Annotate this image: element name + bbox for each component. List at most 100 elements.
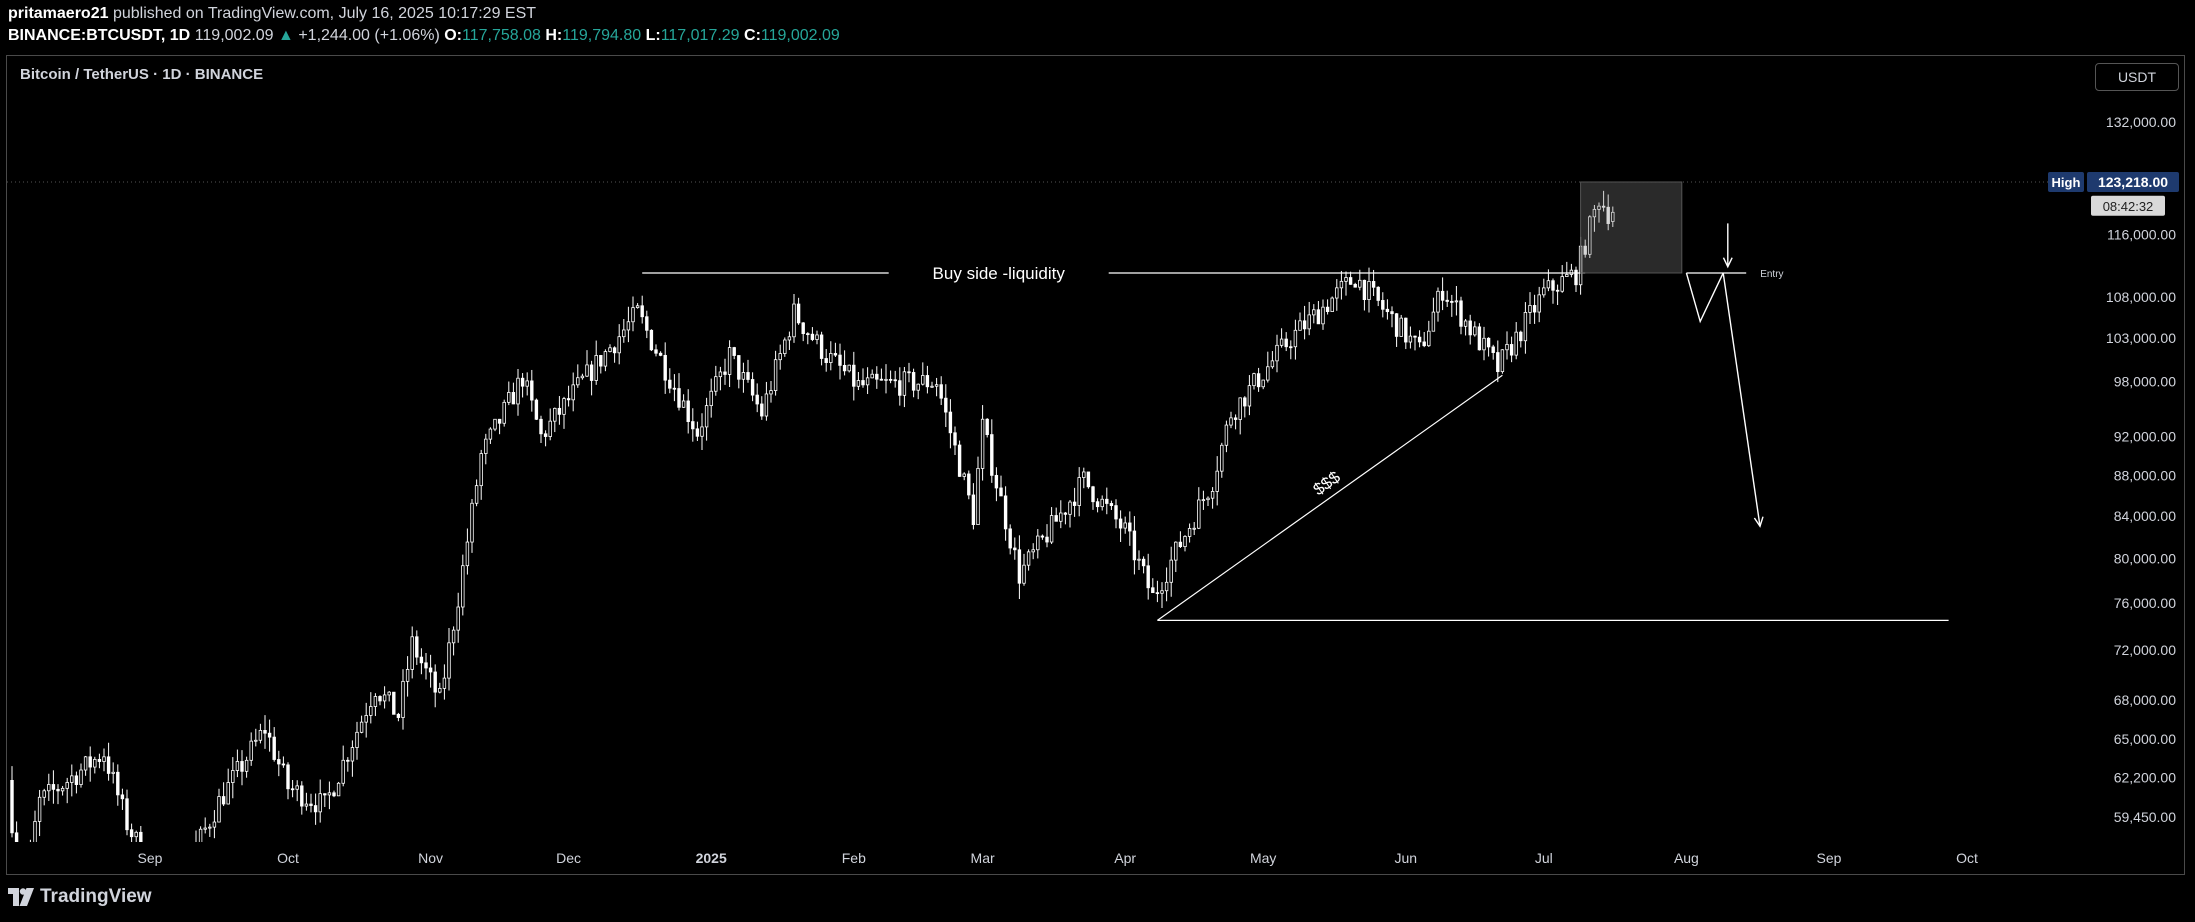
candle (1362, 279, 1367, 311)
last-price: 119,002.09 (194, 27, 274, 44)
candle (663, 342, 667, 394)
candle-body (608, 347, 612, 352)
candle-body (525, 380, 529, 387)
candle-body (1500, 349, 1505, 373)
candle (1059, 500, 1063, 529)
tradingview-footer[interactable]: TradingView (8, 886, 152, 908)
candle (865, 367, 870, 395)
candle-body (1270, 360, 1275, 368)
candle (106, 742, 111, 781)
candle-body (1486, 337, 1491, 348)
candle-body (176, 880, 179, 907)
y-tick-label: 65,000.00 (2114, 731, 2176, 747)
candle-body (553, 407, 557, 422)
y-tick-label: 103,000.00 (2106, 330, 2176, 346)
x-tick-label: Sep (138, 850, 163, 866)
candle-body (1279, 338, 1284, 346)
candle (258, 723, 263, 744)
candle (1233, 414, 1238, 430)
candle-body (1293, 329, 1298, 348)
candle-body (134, 831, 138, 838)
candle-body (829, 353, 833, 363)
candle (172, 897, 175, 919)
candle-body (456, 606, 460, 631)
candle-body (1473, 326, 1477, 336)
candle (1330, 296, 1334, 313)
y-tick-label: 59,450.00 (2114, 809, 2176, 825)
candle-body (773, 359, 778, 392)
candle (911, 368, 916, 398)
candle (608, 344, 612, 353)
candle-body (911, 372, 916, 391)
candle-body (1169, 559, 1173, 583)
candle (723, 358, 727, 385)
candle (1063, 511, 1068, 525)
candle (120, 788, 125, 810)
candle-body (695, 428, 700, 437)
candle-body (392, 691, 396, 715)
candle (1588, 215, 1592, 259)
candle (37, 789, 42, 837)
candle (497, 418, 502, 435)
candle (585, 350, 589, 378)
candle (539, 415, 543, 443)
candle-body (1022, 564, 1026, 584)
candle (631, 296, 635, 332)
candle (1509, 336, 1514, 363)
candle-body (1385, 308, 1390, 313)
candle (1417, 330, 1422, 348)
candle (792, 293, 796, 343)
candle (1537, 286, 1541, 323)
candle-body (599, 355, 603, 367)
candle-body (1123, 522, 1127, 529)
candle-body (847, 364, 851, 372)
candle-body (668, 379, 672, 389)
candle-body (1353, 283, 1357, 288)
high-price-badge (2087, 171, 2179, 192)
candle (1325, 299, 1330, 315)
candle-body (1542, 287, 1546, 296)
candle-body (1417, 336, 1422, 343)
candle (1169, 546, 1173, 597)
candle (1164, 567, 1169, 602)
candle (56, 784, 60, 805)
candle (488, 427, 493, 444)
candle-body (419, 656, 424, 664)
candle-body (948, 411, 953, 434)
candle (1114, 499, 1118, 529)
candle-body (723, 371, 727, 375)
candle-body (976, 468, 980, 526)
candle-body (971, 494, 976, 526)
candle-body (1422, 341, 1426, 347)
candle (272, 727, 276, 762)
candle (976, 456, 980, 526)
candle (852, 351, 856, 401)
candle-body (1307, 314, 1311, 330)
candle-body (1261, 379, 1265, 388)
candle (810, 327, 815, 342)
candle (764, 381, 769, 421)
y-tick-label: 72,000.00 (2114, 642, 2176, 658)
candle-body (1569, 269, 1574, 275)
candle (879, 368, 884, 381)
author-name[interactable]: pritamaero21 (8, 5, 109, 22)
candle (737, 355, 741, 389)
candle-body (1404, 317, 1408, 343)
candle-body (534, 399, 539, 420)
candle (221, 782, 226, 807)
candle (29, 839, 31, 842)
candle-body (1086, 471, 1091, 488)
candle (1413, 335, 1417, 351)
candle-body (167, 885, 170, 916)
candle-body (42, 790, 46, 798)
x-tick-label: May (1250, 850, 1276, 866)
candle (1597, 202, 1601, 223)
chart-frame[interactable] (6, 55, 2185, 875)
candle-body (792, 303, 796, 338)
candle (806, 332, 810, 345)
liquidity-label: Buy side -liquidity (933, 264, 1066, 283)
currency-button[interactable]: USDT (2095, 63, 2179, 91)
candle-body (507, 392, 511, 403)
candle-body (967, 473, 971, 496)
